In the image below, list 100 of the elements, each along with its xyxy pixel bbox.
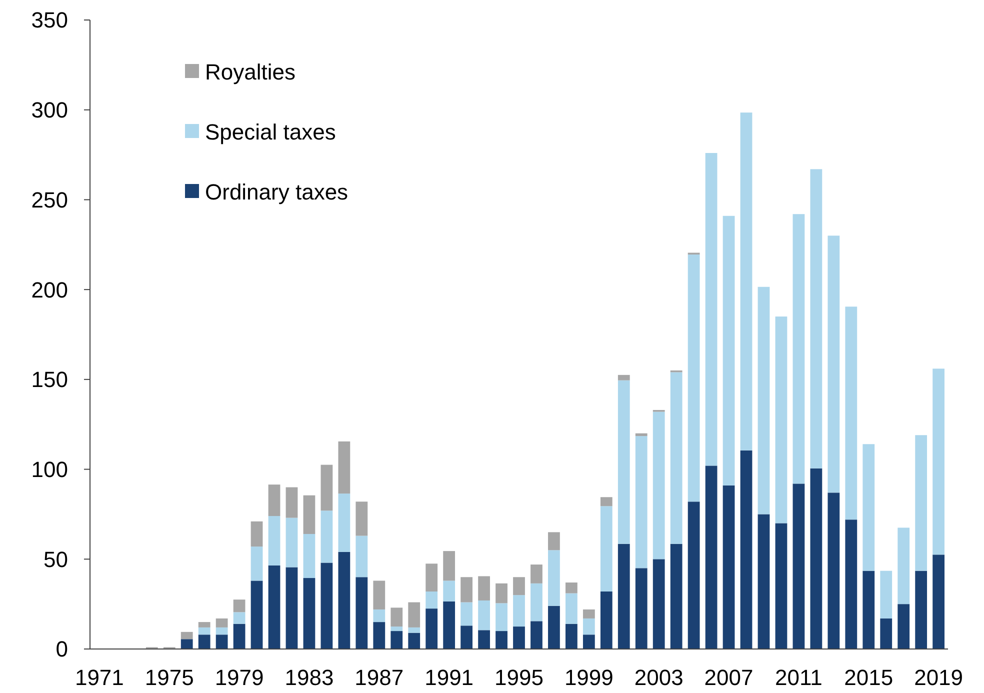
x-tick-label: 2019	[914, 665, 964, 690]
bar	[268, 516, 280, 566]
y-tick-label: 0	[56, 636, 68, 662]
bar	[513, 577, 525, 596]
bar	[582, 634, 595, 649]
bar	[932, 554, 945, 649]
bar	[705, 152, 718, 466]
bar	[216, 634, 228, 649]
bar	[775, 316, 788, 524]
bar	[898, 604, 910, 649]
bar	[862, 444, 875, 571]
bar	[286, 518, 298, 568]
bar	[198, 634, 210, 649]
bar	[635, 433, 648, 436]
bar	[670, 544, 682, 649]
bar	[426, 591, 438, 609]
x-tick-label: 2011	[775, 665, 822, 690]
bar	[810, 468, 822, 649]
y-tick-label: 200	[31, 277, 68, 302]
bar	[216, 627, 228, 635]
bar	[426, 564, 438, 592]
y-tick-label: 150	[31, 367, 68, 392]
bar	[443, 601, 456, 649]
bar	[548, 532, 560, 550]
bar	[408, 627, 420, 633]
bar	[390, 608, 403, 627]
bar	[478, 576, 490, 600]
bar	[566, 593, 578, 624]
bar	[513, 626, 525, 649]
bar	[792, 214, 805, 484]
y-tick-label: 350	[31, 8, 68, 33]
bar	[915, 570, 928, 649]
bar	[705, 466, 718, 649]
bar	[880, 570, 892, 618]
bar	[198, 622, 210, 628]
bar	[635, 568, 648, 649]
bar	[373, 580, 386, 610]
x-tick-label: 1995	[494, 665, 544, 690]
bar	[478, 630, 490, 649]
bar	[216, 618, 228, 628]
x-tick-label: 1991	[424, 665, 474, 690]
bar	[250, 521, 263, 547]
bar	[496, 583, 508, 604]
bar	[828, 492, 840, 649]
x-tick-label: 1987	[354, 665, 404, 690]
bar	[320, 510, 333, 563]
bar	[566, 582, 578, 594]
bar	[845, 520, 858, 649]
bar	[426, 608, 438, 649]
bar	[898, 528, 910, 604]
bar	[443, 551, 456, 581]
bar	[618, 380, 630, 544]
bar	[652, 559, 665, 649]
bar	[373, 609, 386, 622]
bar	[356, 502, 368, 536]
bar	[932, 368, 945, 555]
bar	[828, 236, 840, 493]
bar	[758, 514, 770, 649]
bar	[635, 436, 648, 568]
bar	[740, 450, 752, 649]
bar	[460, 602, 472, 626]
x-tick-label: 1999	[564, 665, 614, 690]
bar	[460, 626, 472, 649]
x-tick-label: 2003	[634, 665, 684, 690]
bar	[408, 632, 420, 649]
x-tick-label: 1971	[74, 665, 124, 690]
bar	[862, 570, 875, 649]
bar	[268, 484, 280, 516]
legend-label: Special taxes	[205, 120, 336, 145]
bar	[670, 372, 682, 544]
bar	[845, 306, 858, 520]
bar	[775, 523, 788, 649]
y-tick-label: 300	[31, 98, 68, 123]
bar	[303, 534, 316, 578]
bar	[530, 564, 542, 584]
bar	[513, 595, 525, 627]
bar	[286, 487, 298, 518]
bar	[618, 544, 630, 649]
bar	[198, 627, 210, 635]
bar	[356, 577, 368, 649]
bar	[180, 632, 193, 640]
bar	[792, 484, 805, 649]
bar	[320, 464, 333, 511]
bar	[338, 552, 350, 649]
bar	[618, 374, 630, 380]
bar	[233, 624, 246, 649]
bar	[722, 485, 735, 649]
bar	[478, 600, 490, 630]
bar	[915, 435, 928, 571]
bar	[390, 626, 403, 632]
bar	[408, 602, 420, 628]
bar	[338, 441, 350, 494]
bar	[880, 618, 892, 649]
bar	[460, 577, 472, 602]
bar	[268, 565, 280, 649]
bar	[652, 412, 665, 560]
bar	[810, 169, 822, 468]
bar	[356, 536, 368, 578]
bar	[390, 631, 403, 649]
bar	[688, 502, 700, 649]
